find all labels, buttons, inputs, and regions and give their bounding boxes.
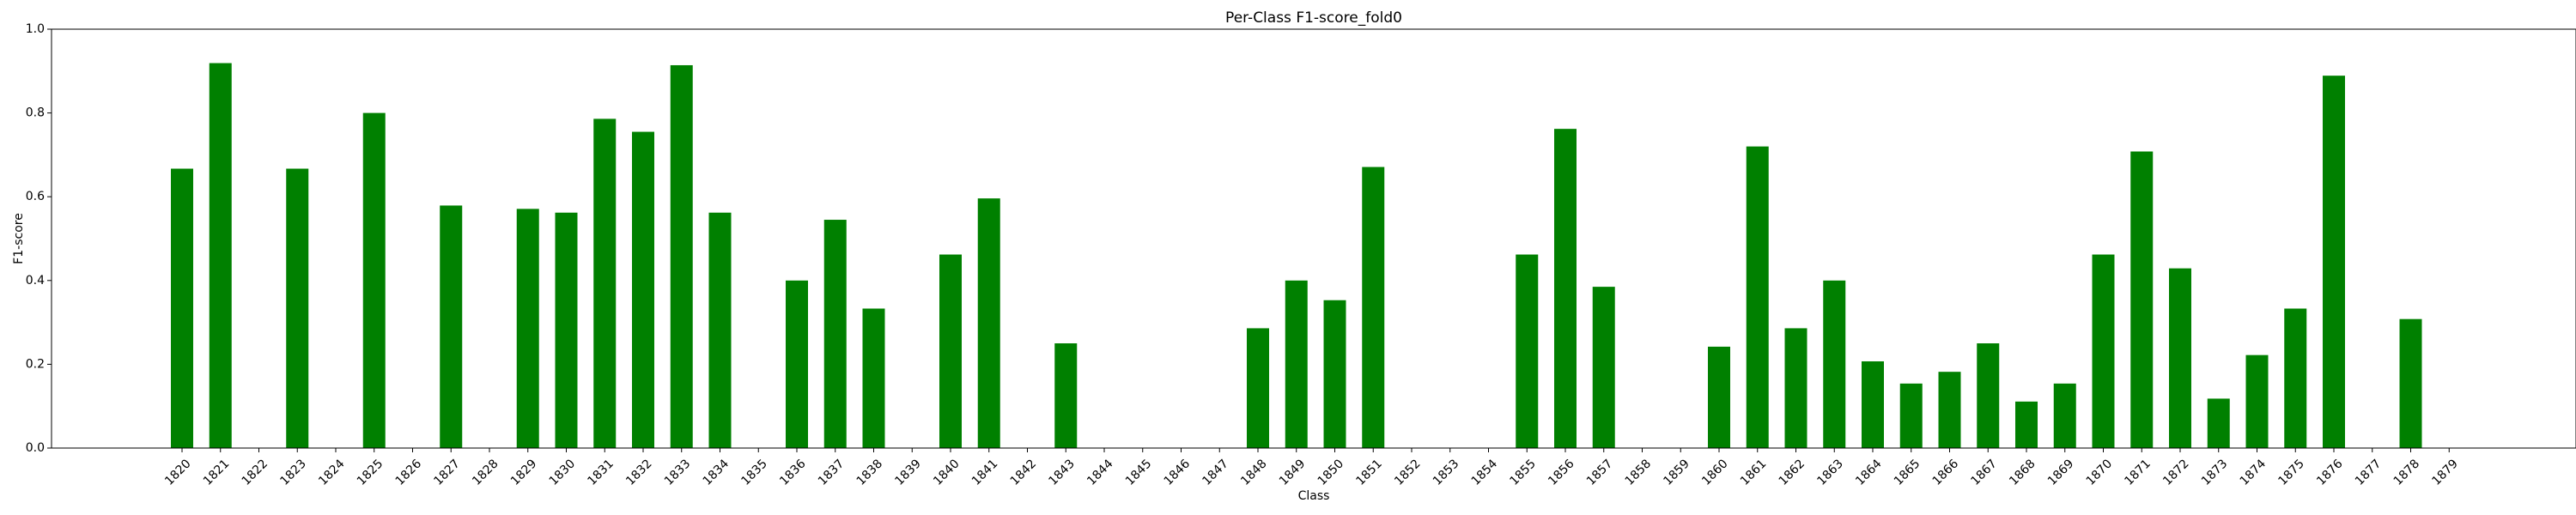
bar-1821 (209, 63, 232, 448)
bar-1875 (2284, 308, 2307, 448)
y-tick-label-0.0: 0.0 (26, 441, 45, 455)
y-tick-label-0.4: 0.4 (26, 274, 45, 288)
bar-1867 (1977, 343, 2000, 448)
bar-1841 (977, 198, 1000, 448)
bar-1848 (1247, 328, 1269, 448)
y-tick-label-1.0: 1.0 (26, 22, 45, 36)
bar-1837 (823, 220, 847, 448)
bar-1868 (2015, 401, 2038, 448)
y-axis-label: F1-score (12, 213, 26, 264)
bar-1850 (1323, 300, 1346, 448)
bar-1870 (2092, 254, 2115, 448)
bar-1878 (2399, 318, 2422, 448)
bar-1857 (1592, 287, 1615, 448)
bar-1862 (1784, 328, 1807, 448)
bar-1827 (440, 205, 463, 448)
bar-1851 (1362, 167, 1385, 449)
y-axis: 0.0 0.2 0.4 0.6 0.8 1.0 (26, 22, 52, 455)
bar-1825 (362, 112, 386, 448)
bar-1833 (670, 64, 693, 448)
bar-1820 (171, 168, 193, 448)
chart-title: Per-Class F1-score_fold0 (1225, 9, 1402, 27)
bar-1876 (2323, 76, 2345, 449)
y-tick-label-0.8: 0.8 (26, 106, 45, 120)
bar-1865 (1899, 383, 1923, 448)
bar-1873 (2207, 398, 2230, 448)
bar-1830 (555, 212, 578, 449)
x-axis-label: Class (1298, 489, 1330, 503)
bar-1823 (286, 168, 309, 448)
bars-group (171, 63, 2422, 449)
bar-1864 (1862, 360, 1884, 448)
bar-1840 (939, 254, 962, 448)
bar-1872 (2169, 268, 2191, 448)
bar-1861 (1746, 146, 1769, 448)
bar-1874 (2245, 354, 2269, 448)
bar-1871 (2130, 151, 2154, 448)
bar-1834 (708, 212, 732, 449)
bar-1836 (786, 280, 808, 448)
bar-1860 (1708, 346, 1730, 448)
bar-1863 (1823, 280, 1846, 448)
y-tick-label-0.2: 0.2 (26, 357, 45, 371)
bar-1831 (593, 118, 617, 448)
bar-1838 (862, 308, 885, 448)
bar-1832 (632, 131, 654, 448)
bar-1866 (1938, 372, 1961, 448)
bar-1829 (516, 209, 539, 448)
bar-1856 (1554, 129, 1577, 448)
plot-frame (51, 28, 2576, 449)
bar-1869 (2053, 383, 2076, 448)
y-tick-label-0.6: 0.6 (26, 190, 45, 203)
bar-1855 (1516, 254, 1539, 448)
bar-1843 (1054, 343, 1078, 448)
bar-1849 (1285, 280, 1308, 448)
